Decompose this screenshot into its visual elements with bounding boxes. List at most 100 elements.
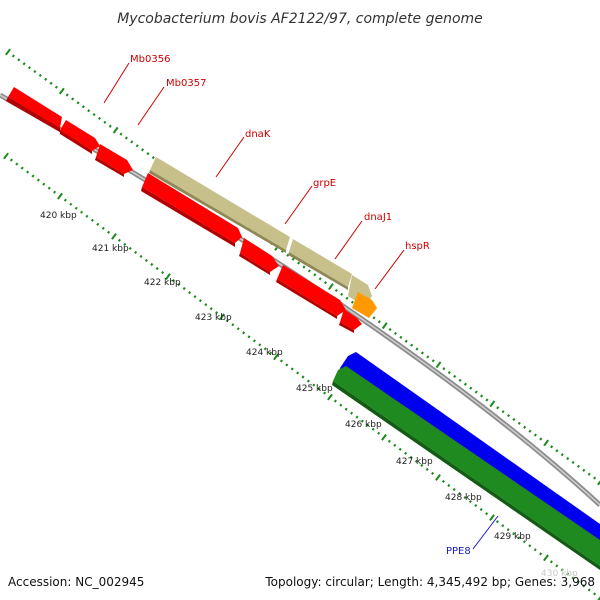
gene-hspR-feature[interactable] <box>352 292 377 318</box>
inner-ring-tick <box>344 407 348 411</box>
outer-ring-tick <box>38 73 42 77</box>
gene-label-Mb0357[interactable]: Mb0357 <box>137 78 206 126</box>
gene-grpE-feature[interactable] <box>288 239 352 290</box>
outer-ring-tick <box>71 97 75 101</box>
inner-ring-tick <box>512 532 516 536</box>
inner-ring-tick <box>517 536 521 540</box>
outer-ring-tick <box>399 335 403 339</box>
inner-ring-tick <box>198 299 202 303</box>
gene-Mb0357-feature[interactable] <box>60 120 100 154</box>
outer-ring-tick <box>108 124 112 128</box>
outer-ring-tick <box>334 288 338 292</box>
outer-ring-tick <box>517 421 521 425</box>
outer-ring-tick <box>550 445 554 449</box>
outer-ring-tick <box>543 439 550 447</box>
inner-ring-tick <box>80 210 84 214</box>
inner-ring-tick <box>555 564 559 568</box>
outer-ring-tick <box>103 120 107 124</box>
inner-ring-tick <box>377 431 381 435</box>
kbp-label-422: 422 kbp <box>144 278 181 288</box>
inner-ring-tick <box>273 353 279 361</box>
inner-ring-tick <box>269 351 273 355</box>
gene-label-hspR[interactable]: hspR <box>374 241 430 290</box>
inner-ring-tick <box>247 335 251 339</box>
outer-ring-tick <box>151 156 155 160</box>
inner-ring-tick <box>425 467 429 471</box>
outer-ring-tick <box>501 410 505 414</box>
gene-dnaK-feature[interactable] <box>149 157 290 253</box>
gene-unlabeled-feature[interactable] <box>95 144 133 177</box>
outer-ring-tick <box>87 109 91 113</box>
gene-label-dnaJ1[interactable]: dnaJ1 <box>334 212 392 260</box>
gene-label-grpE[interactable]: grpE <box>284 178 336 225</box>
outer-ring-tick <box>27 66 32 70</box>
inner-ring-tick <box>409 455 413 459</box>
gene-hspR-forward-feature[interactable] <box>339 309 362 333</box>
inner-ring-tick <box>479 508 483 512</box>
inner-ring-tick <box>165 273 171 280</box>
inner-ring-tick <box>150 262 154 267</box>
outer-ring-tick <box>469 386 473 390</box>
inner-ring-tick <box>533 548 537 552</box>
outer-ring-tick <box>350 300 354 304</box>
outer-ring-tick <box>582 468 586 472</box>
gene-label-PPE8[interactable]: PPE8 <box>446 515 499 557</box>
outer-ring-tick <box>485 398 489 402</box>
inner-ring-tick <box>501 524 505 528</box>
outer-ring-tick <box>555 449 559 453</box>
inner-ring-tick <box>571 576 575 580</box>
outer-ring-tick <box>302 265 306 269</box>
gene-label-Mb0356[interactable]: Mb0356 <box>103 54 170 104</box>
inner-ring-tick <box>53 190 57 194</box>
outer-tick-ring <box>5 48 600 486</box>
inner-ring-tick <box>85 214 89 218</box>
outer-ring-tick <box>44 77 48 81</box>
inner-ring-tick <box>468 500 472 504</box>
outer-ring-tick <box>76 101 80 105</box>
inner-ring-tick <box>252 339 256 343</box>
inner-ring-tick <box>593 592 597 596</box>
gene-dnaJ1-forward-feature[interactable] <box>276 265 346 319</box>
outer-ring-tick <box>426 355 430 359</box>
outer-ring-tick <box>124 136 128 140</box>
inner-ring-tick <box>134 250 138 254</box>
outer-ring-tick <box>528 429 532 433</box>
inner-ring-tick <box>312 383 316 387</box>
outer-ring-tick <box>539 437 543 441</box>
gene-PPE8-feature[interactable] <box>332 366 600 570</box>
inner-ring-tick <box>128 246 132 250</box>
outer-ring-tick <box>533 433 537 437</box>
gene-label-dnaK[interactable]: dnaK <box>215 129 271 178</box>
inner-ring-tick <box>188 291 192 295</box>
inner-ring-tick <box>398 447 402 451</box>
inner-ring-tick <box>371 427 375 431</box>
inner-ring-tick <box>360 419 364 423</box>
outer-ring-tick <box>22 62 26 66</box>
inner-ring-tick <box>420 463 424 467</box>
inner-ring-tick <box>463 496 467 500</box>
inner-ring-tick <box>144 258 148 262</box>
inner-ring-tick <box>74 206 78 210</box>
inner-ring-tick <box>301 375 305 379</box>
inner-ring-tick <box>566 572 570 576</box>
svg-text:hspR: hspR <box>405 241 430 252</box>
outer-ring-tick <box>474 390 478 394</box>
genome-backbone <box>0 92 600 507</box>
outer-ring-tick <box>345 296 349 300</box>
gene-dnaK-forward-feature[interactable] <box>141 173 242 247</box>
outer-ring-tick <box>393 331 398 335</box>
outer-ring-tick <box>318 277 322 281</box>
inner-ring-tick <box>47 186 51 190</box>
gene-grpE-forward-feature[interactable] <box>239 238 279 275</box>
gene-Mb0356-feature[interactable] <box>6 87 62 132</box>
kbp-label-425: 425 kbp <box>296 384 333 394</box>
inner-ring-tick <box>333 399 337 403</box>
outer-ring-tick <box>130 140 134 144</box>
outer-ring-tick <box>297 261 301 265</box>
inner-ring-tick <box>219 313 225 321</box>
outer-ring-tick <box>388 328 392 332</box>
outer-ring-tick <box>404 339 408 343</box>
outer-ring-tick <box>307 269 311 273</box>
outer-ring-tick <box>49 81 53 85</box>
svg-text:dnaJ1: dnaJ1 <box>364 212 392 223</box>
